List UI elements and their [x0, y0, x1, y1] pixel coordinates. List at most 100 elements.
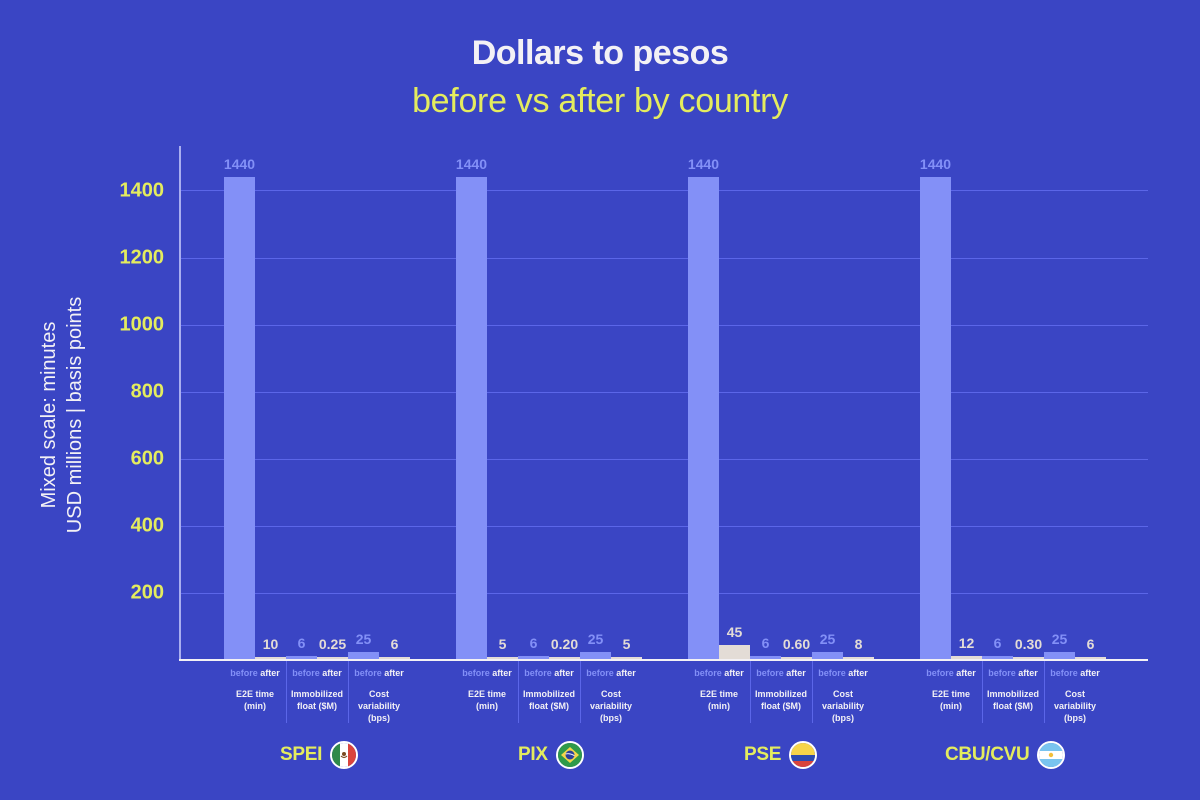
chart-subtitle: before vs after by country	[412, 82, 788, 120]
before-word: before	[756, 668, 784, 678]
metric-label: E2E time (min)	[456, 688, 518, 712]
after-word: after	[786, 668, 806, 678]
before-after-legend: before after	[1044, 668, 1106, 678]
metric-label-line1: Immobilized	[754, 689, 807, 699]
value-label: 25	[1051, 630, 1068, 647]
value-label: 6	[529, 635, 538, 651]
metric-label-line2: variability	[589, 701, 633, 711]
before-after-legend: before after	[518, 668, 580, 678]
metric-label-line1: Immobilized	[522, 689, 575, 699]
metric-label-line1: E2E time	[931, 689, 971, 699]
gridline-200	[181, 593, 1148, 594]
metric-label-line1: E2E time	[467, 689, 507, 699]
pse-e2e-after-bar	[719, 644, 750, 660]
cbu-cvu-cost-after-bar	[1075, 657, 1106, 660]
metric-label: Immobilized float ($M)	[982, 688, 1044, 712]
x-axis-line	[179, 659, 1148, 661]
metric-label-line2: (min)	[476, 701, 498, 711]
metric-label: E2E time (min)	[688, 688, 750, 712]
after-word: after	[848, 668, 868, 678]
gridline-400	[181, 526, 1148, 527]
before-after-legend: before after	[456, 668, 518, 678]
metric-label-line2: (min)	[244, 701, 266, 711]
pse-float-after-bar	[781, 657, 812, 660]
before-word: before	[524, 668, 552, 678]
value-label: 12	[958, 634, 975, 651]
pse-cost-before-bar	[812, 651, 843, 660]
before-word: before	[1050, 668, 1078, 678]
argentina-flag-icon	[1037, 741, 1066, 769]
after-word: after	[1080, 668, 1100, 678]
value-label: 5	[622, 636, 631, 652]
pix-float-before-bar	[518, 656, 549, 660]
gridline-1000	[181, 325, 1148, 326]
chart-title: Dollars to pesos	[471, 34, 729, 72]
country-label-cbu-cvu: CBU/CVU	[945, 740, 1066, 770]
spei-cost-before-bar	[348, 651, 379, 660]
metric-label: Cost variability (bps)	[580, 688, 642, 724]
after-word: after	[724, 668, 744, 678]
metric-label-line2: (min)	[940, 701, 962, 711]
y-tick: 400	[130, 514, 164, 537]
pse-float-before-bar	[750, 656, 781, 660]
cbu-cvu-cost-before-bar	[1044, 651, 1075, 660]
spei-float-after-bar	[317, 657, 348, 660]
value-label: 6	[297, 635, 306, 651]
value-label: 0.60	[782, 636, 811, 652]
before-word: before	[926, 668, 954, 678]
before-after-legend: before after	[688, 668, 750, 678]
metric-separator	[348, 661, 349, 723]
country-label-spei: SPEI	[280, 740, 359, 770]
pix-cost-after-bar	[611, 657, 642, 660]
metric-label-line3: (bps)	[368, 713, 390, 723]
colombia-flag-icon	[789, 741, 818, 769]
value-label: 1440	[223, 155, 256, 172]
gridline-1400	[181, 190, 1148, 191]
after-word: after	[554, 668, 574, 678]
after-word: after	[322, 668, 342, 678]
before-word: before	[586, 668, 614, 678]
y-tick: 1000	[119, 313, 165, 336]
metric-label-line3: (bps)	[1064, 713, 1086, 723]
before-word: before	[818, 668, 846, 678]
metric-label-line2: variability	[357, 701, 401, 711]
value-label: 6	[993, 635, 1002, 651]
metric-label-line2: float ($M)	[993, 701, 1033, 711]
gridline-800	[181, 392, 1148, 393]
metric-label-line1: Immobilized	[290, 689, 343, 699]
metric-separator	[580, 661, 581, 723]
y-tick: 800	[130, 380, 164, 403]
before-word: before	[230, 668, 258, 678]
pix-float-after-bar	[549, 657, 580, 660]
value-label: 0.25	[318, 636, 347, 652]
value-label: 25	[587, 630, 604, 647]
country-name: SPEI	[280, 744, 323, 765]
before-after-legend: before after	[348, 668, 410, 678]
after-word: after	[616, 668, 636, 678]
metric-label: E2E time (min)	[224, 688, 286, 712]
after-word: after	[492, 668, 512, 678]
y-axis-line	[179, 146, 181, 661]
metric-label-line2: float ($M)	[297, 701, 337, 711]
spei-float-before-bar	[286, 656, 317, 660]
value-label: 6	[390, 636, 399, 652]
before-word: before	[292, 668, 320, 678]
y-tick: 200	[130, 581, 164, 604]
value-label: 6	[761, 635, 770, 651]
before-after-legend: before after	[920, 668, 982, 678]
metric-label: Cost variability (bps)	[348, 688, 410, 724]
before-after-legend: before after	[750, 668, 812, 678]
metric-label-line2: float ($M)	[761, 701, 801, 711]
spei-e2e-after-bar	[255, 656, 286, 660]
value-label: 6	[1086, 636, 1095, 652]
before-word: before	[988, 668, 1016, 678]
pse-cost-after-bar	[843, 657, 874, 660]
metric-label-line1: Cost	[1065, 689, 1085, 699]
before-word: before	[694, 668, 722, 678]
cbu-cvu-e2e-before-bar	[920, 176, 951, 660]
country-name: CBU/CVU	[945, 744, 1030, 765]
before-after-legend: before after	[812, 668, 874, 678]
after-word: after	[956, 668, 976, 678]
before-after-legend: before after	[580, 668, 642, 678]
value-label: 10	[262, 635, 279, 652]
